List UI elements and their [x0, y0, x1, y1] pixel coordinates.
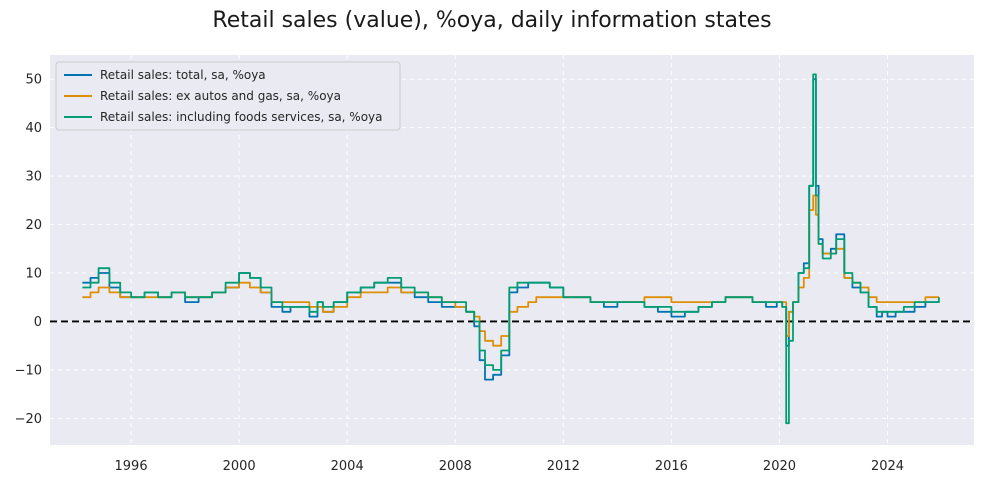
y-tick-label: 30	[25, 170, 42, 185]
chart-title: Retail sales (value), %oya, daily inform…	[212, 8, 771, 33]
legend-box	[55, 61, 401, 131]
x-axis-ticks: 1996 2000 2004 2008 2012 2016 2020 2024	[115, 459, 905, 474]
x-tick-label: 2000	[223, 459, 256, 474]
x-tick-label: 2012	[547, 459, 580, 474]
y-tick-label: 0	[34, 315, 42, 330]
y-tick-label: 50	[25, 73, 42, 88]
x-tick-label: 2008	[439, 459, 472, 474]
legend-label: Retail sales: including foods services, …	[100, 110, 383, 124]
legend-label: Retail sales: total, sa, %oya	[100, 68, 266, 82]
x-tick-label: 2016	[655, 459, 688, 474]
y-axis-ticks: −20 −10 0 10 20 30 40 50	[15, 73, 42, 427]
x-tick-label: 2024	[871, 459, 904, 474]
legend-label: Retail sales: ex autos and gas, sa, %oya	[100, 89, 341, 103]
y-tick-label: −10	[15, 363, 42, 378]
x-tick-label: 1996	[115, 459, 148, 474]
x-tick-label: 2004	[331, 459, 364, 474]
x-tick-label: 2020	[763, 459, 796, 474]
y-tick-label: −20	[15, 412, 42, 427]
legend: Retail sales: total, sa, %oya Retail sale…	[55, 61, 401, 131]
y-tick-label: 20	[25, 218, 42, 233]
series-lines	[82, 73, 940, 425]
series-line-3	[82, 73, 940, 425]
y-tick-label: 40	[25, 121, 42, 136]
y-tick-label: 10	[25, 267, 42, 282]
